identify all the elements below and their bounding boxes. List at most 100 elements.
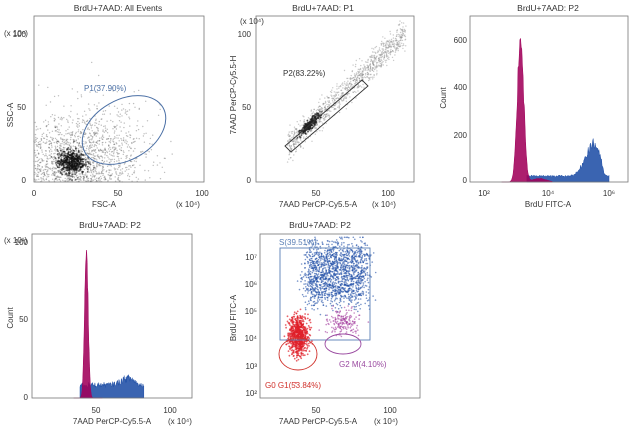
panel1-event-core — [60, 149, 62, 152]
panel1-event — [128, 109, 131, 111]
panel1-event — [54, 152, 56, 155]
s-phase-event — [341, 291, 344, 293]
panel1-event — [37, 143, 39, 146]
panel1-event — [101, 172, 103, 174]
panel1-event — [48, 146, 50, 149]
panel2-event — [350, 81, 352, 83]
panel1-event — [80, 155, 83, 158]
panel1-event — [121, 171, 124, 173]
panel1-event — [80, 146, 82, 148]
panel1-event — [46, 170, 49, 172]
panel1-event — [94, 144, 96, 146]
s-phase-event — [328, 272, 331, 274]
panel1-event — [55, 167, 57, 170]
series-g0g1-area — [73, 250, 103, 399]
panel1-event — [91, 176, 93, 178]
panel2-event — [299, 125, 301, 127]
panel1-event — [51, 161, 53, 164]
panel1-event — [36, 175, 38, 177]
panel1-event-core — [69, 178, 71, 181]
panel1-event — [73, 139, 75, 141]
s-phase-event — [308, 269, 310, 272]
panel2-event — [333, 108, 336, 110]
panel2-event — [327, 113, 329, 115]
panel1-event — [70, 175, 72, 177]
panel2-event — [381, 61, 383, 64]
s-phase-event — [336, 265, 339, 268]
panel1-event — [97, 155, 99, 158]
s-phase-event — [362, 291, 365, 293]
panel1-event — [80, 96, 83, 98]
panel2-event — [353, 77, 355, 79]
s-phase-event — [360, 256, 362, 259]
panel1-event — [70, 175, 72, 177]
s-phase-event — [339, 248, 342, 251]
panel1-event — [46, 157, 48, 160]
panel2-event — [290, 148, 293, 150]
panel1-event-core — [57, 150, 59, 153]
panel1-event — [100, 177, 103, 180]
panel1-event — [101, 172, 103, 175]
panel1-event-core — [75, 165, 78, 168]
panel1-event — [101, 159, 103, 162]
panel1-event — [94, 155, 96, 157]
panel2-event — [378, 64, 380, 66]
s-phase-event — [367, 277, 369, 280]
panel2-event — [399, 45, 401, 48]
panel4-x-tick-1: 50 — [92, 406, 101, 415]
panel1-event — [82, 129, 84, 131]
panel1-event-core — [63, 164, 66, 166]
s-phase-event — [356, 291, 359, 293]
panel2-event — [319, 130, 321, 132]
panel1-event — [142, 150, 144, 153]
s-phase-event — [357, 298, 360, 300]
s-phase-event — [304, 258, 307, 261]
panel1-x-scale: (x 10⁴) — [176, 200, 200, 209]
panel1-event — [131, 142, 133, 145]
panel1-event — [65, 130, 67, 132]
panel1-event-core — [75, 171, 78, 174]
s-phase-event — [344, 289, 346, 291]
panel2-event — [326, 95, 328, 98]
s-phase-event — [321, 243, 324, 245]
panel1-event-core — [71, 162, 74, 165]
panel2-event — [391, 40, 393, 43]
panel1-event-core — [93, 167, 95, 169]
panel1-event — [132, 150, 135, 152]
panel1-event — [83, 133, 86, 135]
s-phase-event — [346, 258, 349, 260]
panel1-event — [117, 178, 119, 180]
s-phase-event — [357, 245, 360, 248]
panel1-event — [117, 176, 120, 179]
panel1-event — [51, 130, 54, 132]
s-phase-event — [330, 278, 333, 281]
panel1-event — [118, 140, 120, 142]
panel2-event-core — [308, 128, 310, 131]
s-phase-event — [349, 276, 351, 278]
panel1-event-core — [65, 169, 68, 172]
panel2-event — [403, 44, 405, 47]
panel2-event — [328, 105, 330, 107]
panel2-event — [405, 45, 407, 47]
panel1-event — [102, 174, 104, 177]
panel1-event — [47, 166, 49, 169]
panel1-event — [98, 173, 100, 175]
panel2-event — [311, 130, 313, 132]
panel1-event — [84, 141, 86, 143]
panel1-event — [34, 133, 37, 136]
s-phase-event — [305, 295, 307, 298]
panel1-event — [96, 166, 98, 168]
panel1-event — [76, 177, 79, 179]
panel1-event — [101, 138, 104, 140]
panel1-event — [129, 134, 131, 136]
panel2-event — [327, 100, 329, 102]
panel2-event — [343, 81, 346, 83]
panel1-event — [50, 148, 52, 150]
panel1-event — [113, 143, 116, 145]
panel1-event — [60, 148, 62, 150]
panel1-event — [57, 171, 60, 173]
panel2-event-core — [306, 119, 309, 122]
panel2-event — [296, 138, 298, 141]
panel1-event — [149, 137, 152, 140]
s-phase-event — [334, 289, 337, 292]
